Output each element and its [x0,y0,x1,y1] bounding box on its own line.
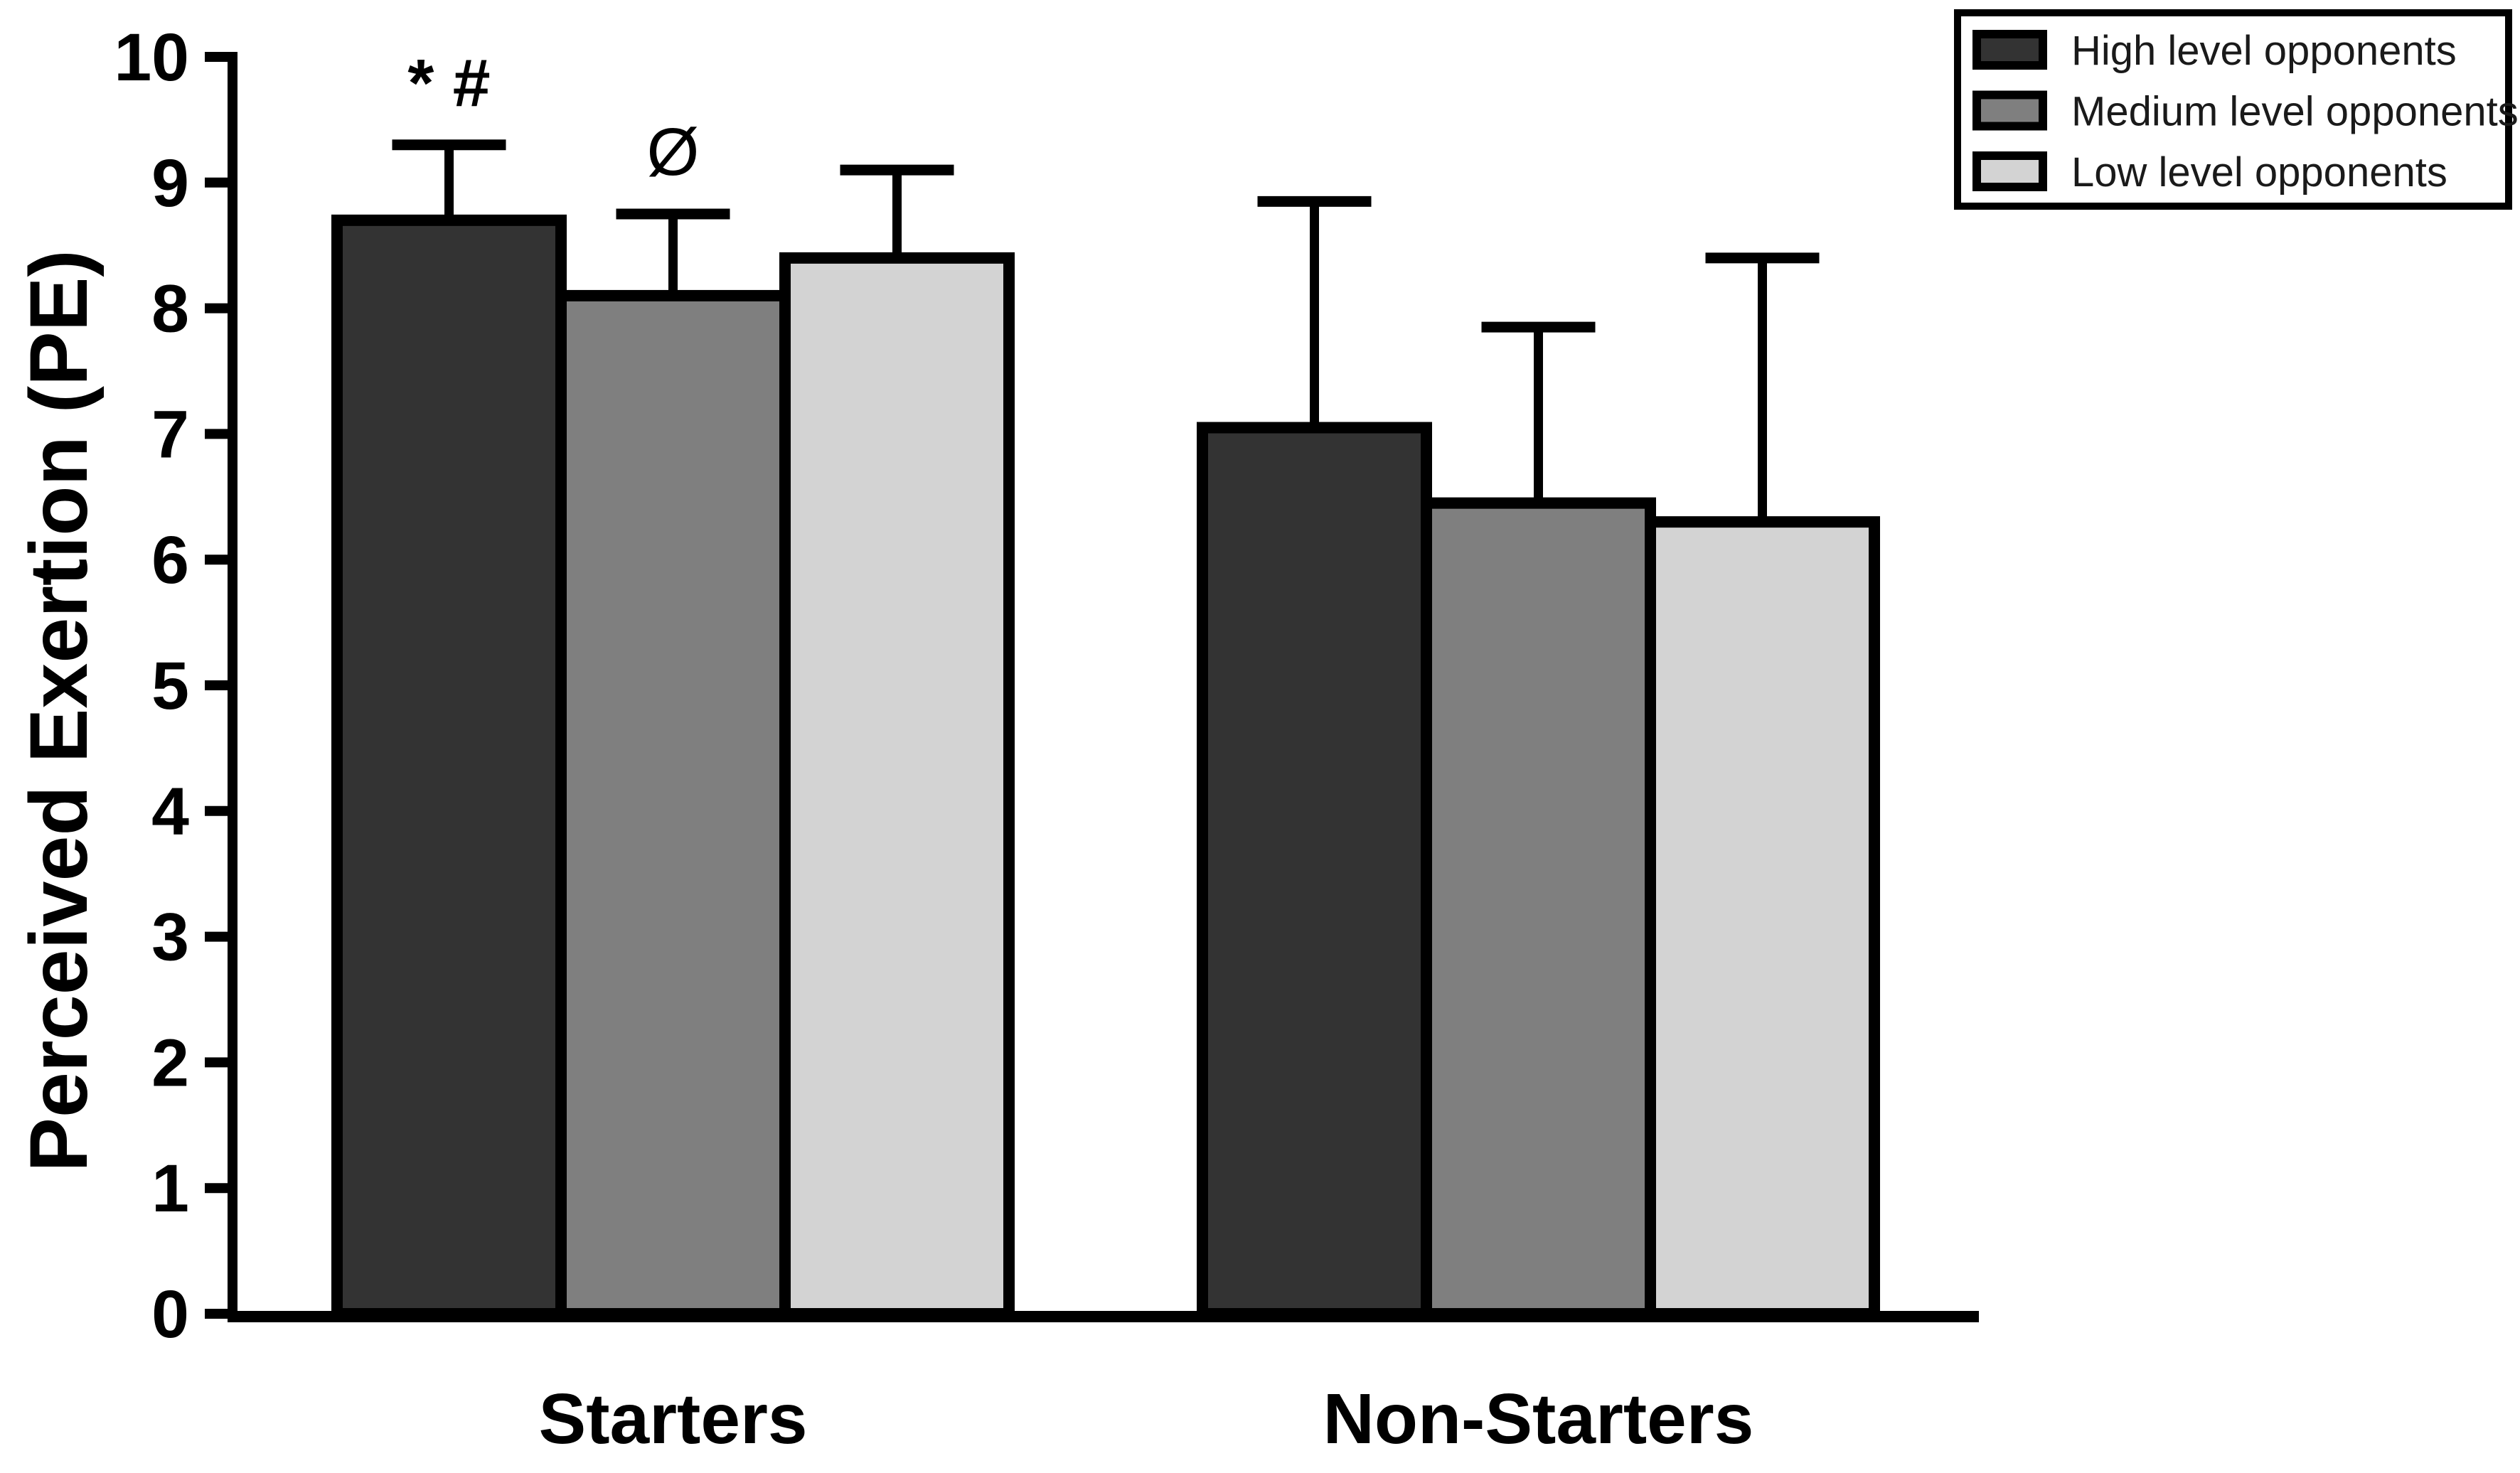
bar-starters-low-level-opponents [779,252,1015,1319]
y-tick-label-8: 8 [151,272,189,347]
legend-swatch-high-level-opponents [1972,30,2047,70]
y-tick-label-6: 6 [151,523,189,598]
y-tick-label-7: 7 [151,397,189,472]
bar-non-starters-high-level-opponents [1197,422,1432,1319]
y-tick-label-4: 4 [151,774,189,850]
legend-label-low-level-opponents: Low level opponents [2071,149,2447,195]
legend-label-medium-level-opponents: Medium level opponents [2071,89,2519,135]
significance-annotation-starters-high-level-opponents: * # [407,45,490,121]
y-tick-label-3: 3 [151,900,189,975]
y-tick-label-9: 9 [151,146,189,221]
legend-label-high-level-opponents: High level opponents [2071,28,2457,74]
x-category-label-non-starters: Non-Starters [1323,1379,1754,1459]
y-tick-label-10: 10 [114,20,189,95]
legend-swatch-medium-level-opponents [1972,90,2047,131]
bar-non-starters-low-level-opponents [1645,516,1880,1319]
y-tick-label-0: 0 [151,1277,189,1352]
significance-annotation-starters-medium-level-opponents: Ø [647,114,700,190]
y-tick-label-1: 1 [151,1151,189,1226]
bar-starters-high-level-opponents [331,214,567,1320]
y-axis-title: Perceived Exertion (PE) [14,250,105,1172]
y-tick-label-2: 2 [151,1025,189,1100]
y-tick-label-5: 5 [151,648,189,724]
legend-box [1954,9,2512,210]
x-category-label-starters: Starters [539,1379,808,1459]
bar-non-starters-medium-level-opponents [1421,497,1656,1319]
bar-starters-medium-level-opponents [555,289,791,1319]
legend-swatch-low-level-opponents [1972,151,2047,191]
